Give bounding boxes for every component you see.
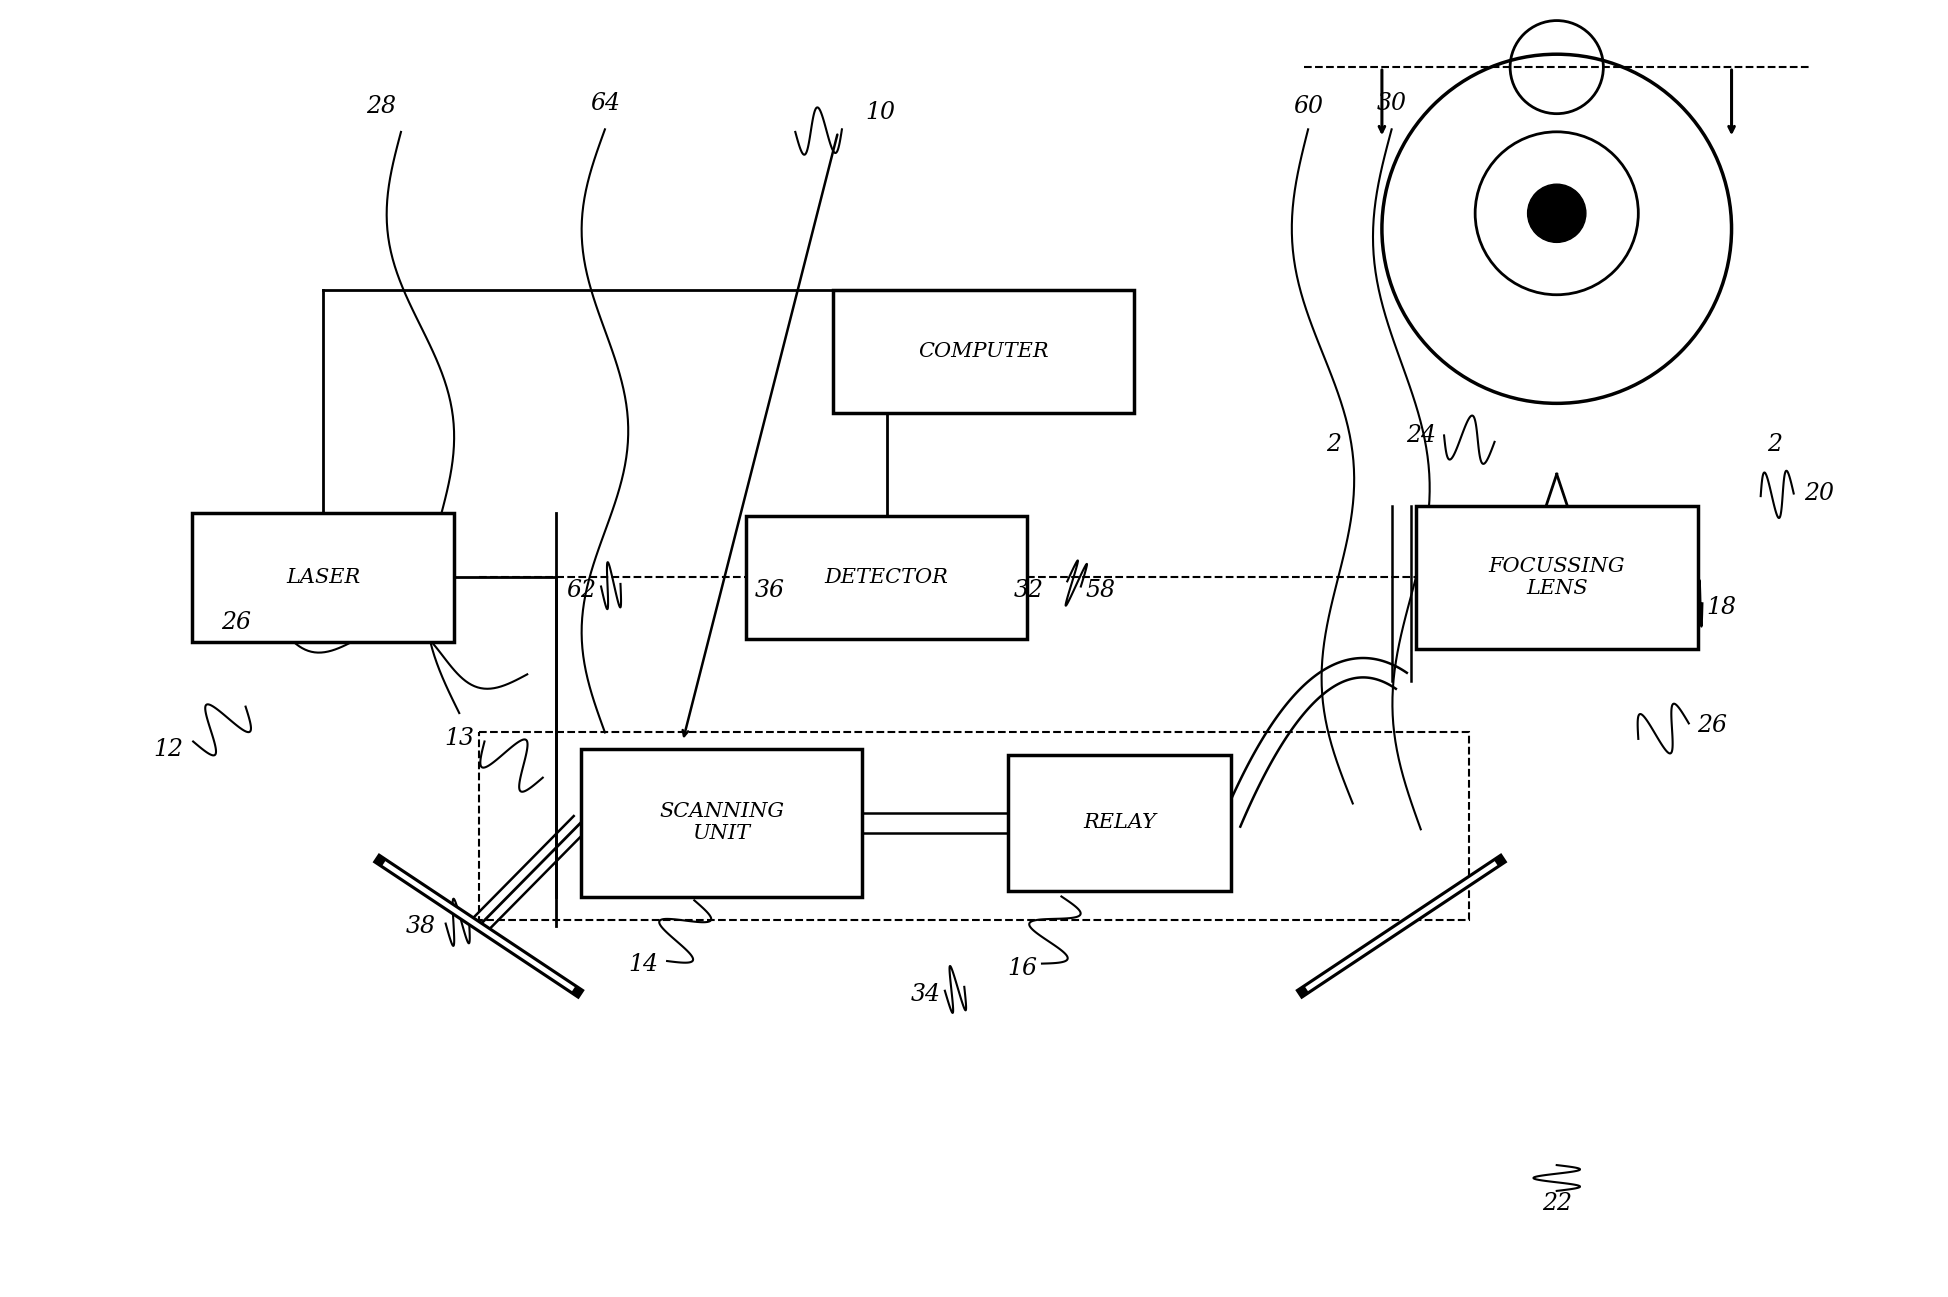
Text: 30: 30 (1377, 92, 1406, 115)
Text: 26: 26 (220, 611, 251, 634)
Text: 2: 2 (1327, 433, 1340, 457)
Text: 36: 36 (756, 578, 785, 602)
Text: 62: 62 (567, 578, 596, 602)
Bar (581, 748, 863, 898)
Text: 13: 13 (444, 728, 473, 751)
Text: FOCUSSING
LENS: FOCUSSING LENS (1488, 556, 1625, 598)
Text: 10: 10 (865, 101, 896, 125)
Text: 24: 24 (1406, 424, 1436, 447)
Bar (834, 291, 1134, 412)
Text: 60: 60 (1293, 95, 1323, 118)
Text: DETECTOR: DETECTOR (824, 568, 949, 588)
Text: 2: 2 (1767, 433, 1782, 457)
Text: 20: 20 (1804, 482, 1833, 505)
Text: 32: 32 (1013, 578, 1044, 602)
Bar (1416, 506, 1697, 648)
Text: 18: 18 (1706, 595, 1738, 619)
Bar (746, 516, 1027, 639)
Text: LASER: LASER (286, 568, 360, 588)
Text: 16: 16 (1007, 957, 1038, 981)
Text: RELAY: RELAY (1083, 813, 1155, 833)
Circle shape (1381, 54, 1732, 403)
Bar (193, 512, 454, 642)
Text: 64: 64 (590, 92, 619, 115)
Bar (1007, 755, 1231, 891)
Text: 34: 34 (910, 983, 941, 1006)
Bar (479, 733, 1469, 920)
Text: 14: 14 (629, 953, 658, 977)
Text: COMPUTER: COMPUTER (918, 342, 1050, 361)
Text: 28: 28 (366, 95, 397, 118)
Text: 58: 58 (1085, 578, 1116, 602)
Text: SCANNING
UNIT: SCANNING UNIT (658, 803, 783, 843)
Text: 38: 38 (405, 914, 436, 938)
Text: 26: 26 (1697, 715, 1728, 738)
Circle shape (1527, 184, 1586, 243)
Text: 22: 22 (1541, 1192, 1572, 1215)
Text: 12: 12 (152, 738, 183, 761)
